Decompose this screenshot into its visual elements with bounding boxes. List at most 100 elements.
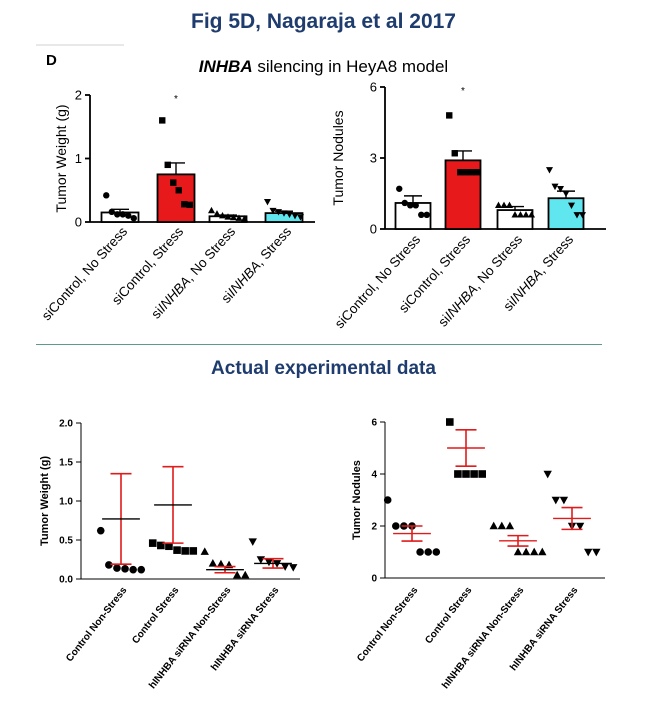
data-point [457,169,464,176]
data-point [264,558,274,567]
y-tick-label: 2.0 [59,419,73,430]
panel-letter: D [46,52,57,69]
data-point [407,202,414,209]
data-point [181,201,188,208]
data-point [470,470,478,478]
y-tick-label: 2 [371,522,377,533]
data-point [148,539,157,547]
y-tick-label: 0 [75,215,82,230]
y-tick-label: 4 [371,470,377,481]
panel-title: INHBA silencing in HeyA8 model [0,57,647,77]
data-point [274,209,283,216]
data-point [451,150,458,157]
x-category-label: Control Non-Stress [64,585,129,664]
data-point [218,211,227,219]
data-point [478,470,486,478]
data-point [567,202,576,210]
data-point [186,201,193,209]
data-point [396,185,403,192]
category-label-part: siControl, No Stress [39,224,131,323]
data-point [543,470,552,479]
data-point [263,198,272,206]
data-point [159,117,166,124]
data-point [189,547,198,555]
data-point [208,559,218,567]
y-tick-label: 2 [75,88,82,103]
data-point [240,215,249,222]
data-point [173,546,181,554]
data-point [280,563,290,571]
data-point [280,210,288,217]
data-point [497,521,506,530]
data-point [248,538,257,546]
x-category-label: siControl, No Stress [332,232,424,331]
y-tick-label: 0 [371,574,377,585]
y-tick-label: 0.0 [59,575,73,586]
data-point [575,522,585,531]
category-label-part: siControl, No Stress [332,232,424,331]
data-point [164,161,171,169]
data-point [473,169,480,176]
data-point [213,210,221,217]
y-tick-label: 1 [75,151,82,166]
data-point [418,211,425,218]
data-point [165,542,173,551]
data-point [462,169,469,176]
data-point [538,547,547,556]
data-point [125,212,132,219]
data-point [500,201,508,209]
data-point [235,214,243,221]
data-point [573,212,581,219]
data-point [412,202,419,209]
data-point [530,547,539,556]
figure-title: Fig 5D, Nagaraja et al 2017 [191,10,456,33]
significance-marker: * [461,86,465,97]
data-point [416,548,424,556]
data-point [401,199,408,207]
y-tick-label: 0 [370,222,377,237]
data-point [489,521,498,530]
data-point [216,559,226,568]
x-category-label: siControl, No Stress [39,224,131,323]
data-point [545,167,554,174]
data-point [289,564,298,572]
data-point [446,112,453,119]
data-point [505,201,514,209]
category-label-part: , No Stress [469,232,525,292]
data-point [562,190,570,198]
data-point [522,211,530,218]
y-axis-label: Tumor Weight (g) [39,456,51,546]
data-point [446,418,454,426]
data-point [505,521,515,530]
data-point [241,570,250,579]
data-point [392,522,400,530]
y-axis-label: Tumor Weight (g) [53,104,69,212]
data-point [423,211,430,218]
chart-bottom-right: 0 2 4 6 Tumor Nodules Control Non-Stress Contr… [351,418,605,691]
y-tick-label: 3 [370,151,377,166]
data-point [119,211,126,218]
y-tick-label: 0.5 [59,536,73,547]
data-point [578,212,587,219]
x-category-label: Control Stress [423,585,474,646]
data-point [527,211,536,218]
data-point [224,213,232,220]
data-point [511,211,519,218]
y-tick-label: 6 [371,418,377,429]
data-point [229,213,238,221]
data-point [521,547,531,556]
chart-bottom-left: 0.0 0.5 1.0 1.5 2.0 Tumor Weight (g) Control N… [39,419,300,691]
data-point [129,565,137,574]
data-point [207,206,216,214]
data-point [114,211,121,218]
data-point [285,211,294,219]
data-point [232,570,242,579]
x-category-label: Control Non-Stress [355,585,420,664]
significance-marker: * [174,94,178,105]
y-tick-label: 1.0 [59,497,73,508]
data-point [383,496,392,504]
y-axis-label: Tumor Nodules [330,110,346,205]
